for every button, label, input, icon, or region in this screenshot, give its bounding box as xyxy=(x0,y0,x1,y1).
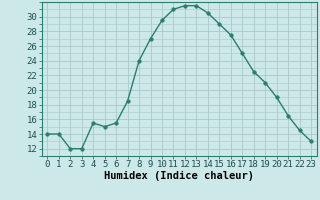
X-axis label: Humidex (Indice chaleur): Humidex (Indice chaleur) xyxy=(104,171,254,181)
